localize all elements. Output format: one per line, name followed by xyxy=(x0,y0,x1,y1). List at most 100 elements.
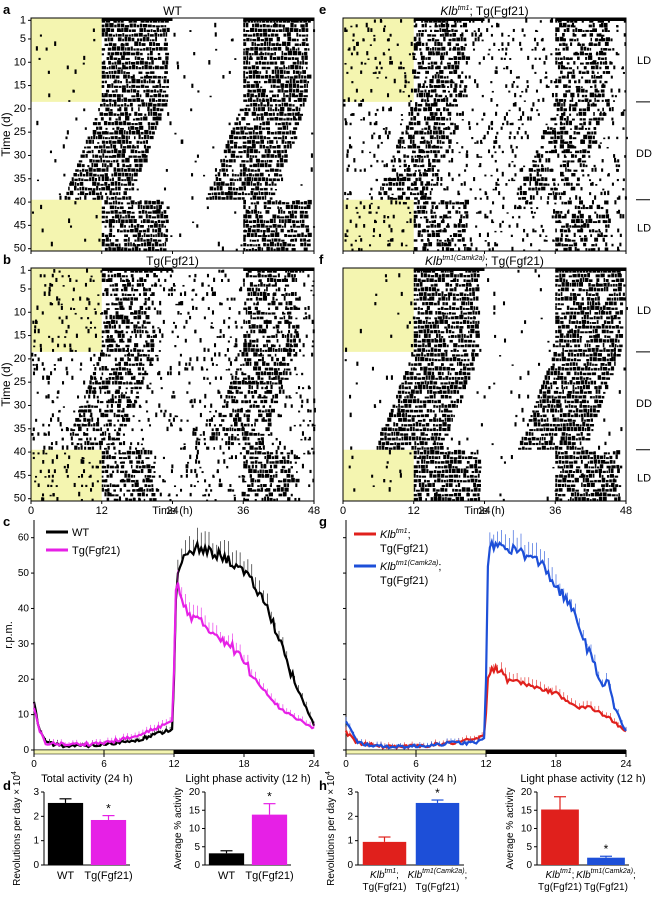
activity-bout xyxy=(413,132,417,135)
activity-bout xyxy=(245,76,249,79)
activity-bout xyxy=(313,407,316,413)
activity-bout xyxy=(297,97,302,102)
activity-bout xyxy=(439,135,441,140)
activity-bout xyxy=(114,79,117,84)
activity-bout xyxy=(373,153,376,158)
activity-bout xyxy=(288,323,291,329)
activity-bout xyxy=(112,46,117,51)
activity-bout xyxy=(260,51,263,56)
activity-bout xyxy=(528,168,534,172)
activity-bout xyxy=(92,427,95,432)
activity-bout xyxy=(244,340,247,343)
activity-bout xyxy=(290,136,294,140)
activity-bout xyxy=(78,406,81,408)
activity-bout xyxy=(399,143,402,149)
activity-bout xyxy=(624,42,627,46)
activity-bout xyxy=(106,27,111,32)
activity-bout xyxy=(172,390,175,394)
activity-bout xyxy=(269,241,274,247)
activity-bout xyxy=(143,75,148,79)
activity-bout xyxy=(126,202,130,205)
activity-bout xyxy=(563,141,566,144)
activity-bout xyxy=(33,367,36,371)
activity-bout xyxy=(254,50,258,56)
activity-bout xyxy=(425,218,429,224)
activity-bout xyxy=(242,167,247,172)
activity-bout xyxy=(249,52,252,56)
activity-bout xyxy=(92,139,94,144)
activity-bout xyxy=(585,89,588,93)
activity-bout xyxy=(262,417,265,422)
activity-bout xyxy=(594,237,599,242)
activity-bout xyxy=(563,149,566,154)
activity-bout xyxy=(119,206,124,210)
activity-bout xyxy=(388,242,391,247)
activity-bout xyxy=(122,196,126,200)
activity-bout xyxy=(433,122,439,126)
activity-bout xyxy=(268,283,271,287)
activity-bout xyxy=(311,285,314,287)
activity-bout xyxy=(604,27,608,32)
activity-bout xyxy=(463,46,466,51)
activity-bout xyxy=(102,153,105,158)
activity-bout xyxy=(111,173,114,177)
activity-bout xyxy=(234,179,237,182)
activity-bout xyxy=(82,168,85,172)
activity-bout xyxy=(122,216,125,219)
activity-bout xyxy=(385,163,388,168)
activity-bout xyxy=(141,235,144,238)
activity-bout xyxy=(267,418,272,422)
activity-bout xyxy=(98,238,101,242)
activity-bout xyxy=(269,197,273,200)
activity-bout xyxy=(353,158,356,163)
activity-bout xyxy=(477,28,480,32)
activity-bout xyxy=(102,352,105,357)
activity-bout xyxy=(531,48,534,51)
activity-bout xyxy=(395,182,398,186)
activity-bout xyxy=(171,269,174,273)
activity-bout xyxy=(109,74,112,79)
activity-bout xyxy=(250,169,254,172)
activity-bout xyxy=(267,422,272,427)
activity-bout xyxy=(500,57,503,60)
activity-bout xyxy=(113,424,116,427)
activity-bout xyxy=(568,229,571,233)
activity-bout xyxy=(132,242,135,247)
activity-bout xyxy=(226,401,229,404)
activity-bout xyxy=(352,113,355,116)
activity-bout xyxy=(572,69,575,74)
activity-bout xyxy=(235,325,238,329)
activity-bout xyxy=(157,113,162,116)
activity-bout xyxy=(311,352,314,357)
activity-bout xyxy=(585,164,588,168)
activity-bout xyxy=(442,18,446,23)
activity-bout xyxy=(437,74,440,79)
activity-bout xyxy=(136,129,140,135)
activity-bout xyxy=(530,108,534,112)
activity-bout xyxy=(425,92,430,98)
activity-bout xyxy=(284,113,287,116)
activity-bout xyxy=(154,241,159,247)
activity-bout xyxy=(117,206,120,210)
activity-bout xyxy=(121,87,126,93)
activity-bout xyxy=(297,386,301,390)
activity-bout xyxy=(255,186,260,191)
activity-bout xyxy=(172,321,176,324)
activity-bout xyxy=(299,43,302,46)
activity-bout xyxy=(127,181,132,186)
activity-bout xyxy=(275,227,278,233)
activity-bout xyxy=(594,167,597,172)
activity-bout xyxy=(170,292,173,296)
activity-bout xyxy=(223,399,226,404)
activity-bout xyxy=(464,29,468,32)
activity-bout xyxy=(577,205,581,210)
activity-bout xyxy=(158,370,161,376)
activity-bout xyxy=(414,187,419,191)
activity-bout xyxy=(402,66,405,70)
activity-bout xyxy=(382,128,385,130)
activity-bout xyxy=(94,378,97,380)
activity-bout xyxy=(176,61,179,65)
activity-bout xyxy=(457,51,461,56)
activity-bout xyxy=(570,24,573,28)
activity-bout xyxy=(283,145,287,149)
